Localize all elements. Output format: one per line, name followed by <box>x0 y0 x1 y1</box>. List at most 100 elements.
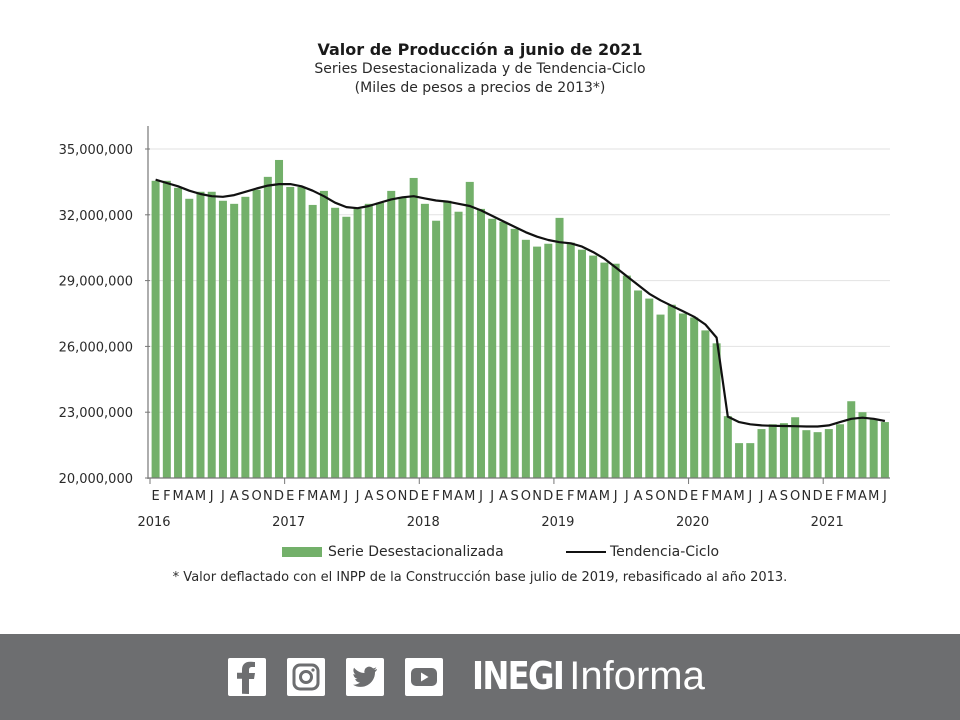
bar <box>230 203 239 479</box>
x-month-label: A <box>185 489 194 504</box>
x-month-label: S <box>511 489 519 504</box>
bar <box>880 422 889 478</box>
bar <box>476 208 485 479</box>
bar <box>836 424 845 478</box>
bar <box>622 275 631 478</box>
x-month-label: F <box>163 489 170 504</box>
x-month-label: D <box>813 489 823 504</box>
legend-swatch-bars <box>282 547 322 557</box>
x-month-label: J <box>613 489 618 504</box>
bar <box>847 401 856 478</box>
x-month-label: J <box>747 489 752 504</box>
x-month-label: S <box>241 489 249 504</box>
x-month-label: F <box>702 489 709 504</box>
bar <box>791 417 800 478</box>
bar <box>162 180 171 478</box>
x-month-label: O <box>790 489 800 504</box>
x-month-label: M <box>442 489 453 504</box>
x-month-label: J <box>478 489 483 504</box>
x-year-label: 2019 <box>541 515 574 530</box>
bar <box>858 412 867 478</box>
x-month-label: E <box>286 489 294 504</box>
bar <box>634 290 643 478</box>
x-month-label: D <box>678 489 688 504</box>
x-month-label: O <box>386 489 396 504</box>
bar <box>196 191 205 478</box>
x-month-label: D <box>274 489 284 504</box>
bar <box>151 180 160 478</box>
bar <box>443 200 452 478</box>
x-year-label: 2021 <box>811 515 844 530</box>
bar <box>577 249 586 478</box>
bar <box>174 187 183 478</box>
x-month-label: O <box>521 489 531 504</box>
x-month-label: F <box>432 489 439 504</box>
y-tick-label: 32,000,000 <box>59 209 133 224</box>
x-month-label: J <box>355 489 360 504</box>
x-month-label: E <box>152 489 160 504</box>
inegi-informa-logo: INEGI Informa <box>472 652 705 700</box>
bar <box>319 190 328 478</box>
bar <box>869 419 878 478</box>
y-tick-label: 35,000,000 <box>59 143 133 158</box>
instagram-icon[interactable] <box>287 658 325 696</box>
brand-informa: Informa <box>569 653 705 698</box>
bar <box>488 218 497 479</box>
bar <box>420 203 429 479</box>
bar <box>533 246 542 478</box>
x-year-label: 2020 <box>676 515 709 530</box>
bar <box>521 239 530 478</box>
x-month-label: F <box>298 489 305 504</box>
bar <box>387 190 396 478</box>
x-month-label: F <box>567 489 574 504</box>
chart-title: Valor de Producción a junio de 2021 <box>317 40 643 59</box>
bar <box>454 211 463 478</box>
x-month-label: A <box>768 489 777 504</box>
youtube-icon[interactable] <box>405 658 443 696</box>
twitter-icon[interactable] <box>346 658 384 696</box>
bar <box>364 203 373 479</box>
legend-label-bars: Serie Desestacionalizada <box>328 544 504 560</box>
x-month-label: A <box>364 489 373 504</box>
bar <box>409 177 418 478</box>
x-month-label: N <box>667 489 677 504</box>
x-month-label: S <box>645 489 653 504</box>
bar <box>241 196 250 478</box>
x-month-label: A <box>499 489 508 504</box>
x-month-label: J <box>759 489 764 504</box>
bar <box>678 313 687 478</box>
x-month-label: J <box>343 489 348 504</box>
y-tick-label: 23,000,000 <box>59 406 133 421</box>
bar <box>589 255 598 478</box>
x-month-label: E <box>555 489 563 504</box>
x-month-label: M <box>307 489 318 504</box>
x-month-label: A <box>319 489 328 504</box>
bar <box>746 443 755 478</box>
x-month-label: J <box>882 489 887 504</box>
x-month-label: M <box>576 489 587 504</box>
x-month-label: M <box>172 489 183 504</box>
bar <box>735 443 744 478</box>
x-year-label: 2016 <box>137 515 170 530</box>
facebook-icon[interactable] <box>228 658 266 696</box>
x-month-label: E <box>690 489 698 504</box>
bar <box>712 343 721 478</box>
legend-item-line: Tendencia-Ciclo <box>566 544 719 560</box>
bar <box>252 189 261 478</box>
x-month-label: E <box>421 489 429 504</box>
bar <box>824 429 833 478</box>
x-month-label: M <box>599 489 610 504</box>
x-month-label: J <box>624 489 629 504</box>
bar <box>218 200 227 478</box>
chart-title-block: Valor de Producción a junio de 2021 Seri… <box>0 40 960 98</box>
y-tick-label: 20,000,000 <box>59 472 133 487</box>
x-month-label: N <box>398 489 408 504</box>
x-month-label: J <box>220 489 225 504</box>
x-month-label: S <box>376 489 384 504</box>
bar <box>499 221 508 478</box>
bar <box>275 159 284 478</box>
bar <box>353 208 362 479</box>
bar <box>757 429 766 478</box>
x-month-label: A <box>454 489 463 504</box>
x-month-label: O <box>251 489 261 504</box>
